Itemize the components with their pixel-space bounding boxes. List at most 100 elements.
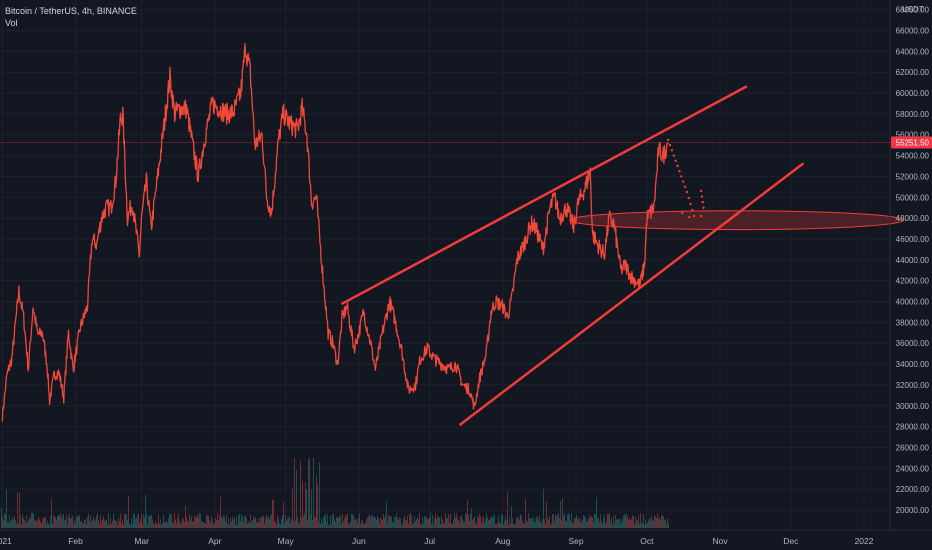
volume-bar: [406, 519, 407, 528]
volume-bar: [106, 519, 107, 528]
y-tick-label: 32000.00: [896, 381, 930, 390]
target-zone-ellipse[interactable]: [569, 210, 905, 231]
volume-bar: [61, 518, 62, 528]
volume-bar: [606, 520, 607, 528]
volume-bar: [382, 520, 383, 528]
volume-bar: [645, 519, 646, 528]
volume-bar: [580, 518, 581, 528]
volume-bar: [185, 505, 186, 528]
volume-bar: [332, 514, 333, 528]
symbol-title[interactable]: Bitcoin / TetherUS, 4h, BINANCE: [5, 6, 137, 16]
volume-bar: [563, 515, 564, 528]
y-tick-label: 26000.00: [896, 443, 930, 452]
volume-bar: [247, 523, 248, 528]
volume-bar: [654, 515, 655, 528]
volume-bar: [349, 523, 350, 528]
volume-bar: [261, 516, 262, 528]
volume-bar: [100, 515, 101, 528]
volume-bar: [562, 498, 563, 528]
volume-bar: [621, 518, 622, 528]
volume-bar: [306, 489, 307, 528]
volume-bar: [109, 524, 110, 528]
drawing-annotations[interactable]: [341, 85, 905, 426]
volume-bar: [25, 523, 26, 528]
volume-bar: [600, 514, 601, 528]
volume-bar: [409, 513, 410, 528]
volume-bar: [522, 520, 523, 528]
volume-bar: [603, 517, 604, 528]
volume-bar: [595, 513, 596, 528]
volume-bar: [45, 517, 46, 528]
volume-bar: [32, 512, 33, 528]
projection-dot: [672, 154, 675, 157]
volume-bar: [420, 523, 421, 528]
x-tick-label: Feb: [68, 536, 83, 546]
volume-bar: [312, 519, 313, 528]
volume-bar: [210, 522, 211, 528]
volume-bar: [175, 519, 176, 528]
volume-bar: [208, 515, 209, 528]
volume-bar: [188, 522, 189, 528]
volume-bar: [307, 520, 308, 528]
last-price-badge: [891, 136, 932, 149]
y-tick-label: 30000.00: [896, 402, 930, 411]
volume-bar: [264, 523, 265, 528]
volume-bar: [457, 517, 458, 528]
volume-bar: [269, 519, 270, 528]
volume-bar: [607, 513, 608, 528]
volume-bar: [5, 514, 6, 528]
volume-bar: [519, 520, 520, 528]
volume-bar: [350, 522, 351, 528]
volume-bar: [515, 523, 516, 528]
price-axis[interactable]: 20000.00 22000.00 24000.00 26000.00 28000.00…: [889, 0, 932, 530]
volume-bar: [330, 515, 331, 528]
volume-bar: [203, 521, 204, 528]
volume-bar: [578, 517, 579, 528]
channel-lower-line[interactable]: [459, 162, 804, 426]
volume-bar: [334, 519, 335, 528]
volume-bar: [644, 524, 645, 528]
volume-bar: [664, 520, 665, 528]
volume-bar: [589, 514, 590, 528]
volume-bar: [310, 514, 311, 528]
volume-bar: [179, 520, 180, 528]
price-series: [1, 42, 669, 422]
volume-bar: [615, 514, 616, 528]
volume-bar: [391, 516, 392, 528]
volume-bar: [37, 521, 38, 528]
volume-bar: [257, 523, 258, 528]
volume-bar: [147, 524, 148, 528]
currency-label: USDT: [902, 5, 924, 14]
channel-upper-line[interactable]: [341, 85, 748, 305]
volume-bar: [381, 518, 382, 528]
volume-bar: [368, 516, 369, 528]
volume-bar: [489, 519, 490, 528]
volume-bar: [462, 519, 463, 528]
volume-bar: [353, 515, 354, 528]
price-line[interactable]: [1, 42, 669, 422]
volume-bar: [338, 517, 339, 528]
volume-bar: [47, 520, 48, 528]
volume-bar: [62, 515, 63, 528]
volume-indicator-label[interactable]: Vol: [5, 18, 18, 28]
volume-bar: [461, 515, 462, 528]
volume-bar: [181, 521, 182, 528]
y-tick-label: 68000.00: [896, 6, 930, 15]
volume-bar: [604, 514, 605, 528]
volume-bar: [403, 518, 404, 528]
volume-bar: [273, 499, 274, 528]
volume-bar: [226, 514, 227, 528]
volume-bar: [556, 517, 557, 528]
volume-bar: [453, 520, 454, 528]
volume-bar: [24, 520, 25, 528]
volume-bar: [291, 519, 292, 528]
volume-bar: [401, 524, 402, 528]
volume-bar: [641, 523, 642, 528]
volume-bar: [42, 518, 43, 528]
volume-bar: [322, 523, 323, 528]
x-tick-label: Dec: [783, 536, 799, 546]
volume-bar: [197, 514, 198, 528]
volume-bar: [230, 517, 231, 528]
time-axis[interactable]: 2021 Feb Mar Apr May Jun Jul Aug Sep Oct Nov Dec 202…: [0, 529, 932, 546]
